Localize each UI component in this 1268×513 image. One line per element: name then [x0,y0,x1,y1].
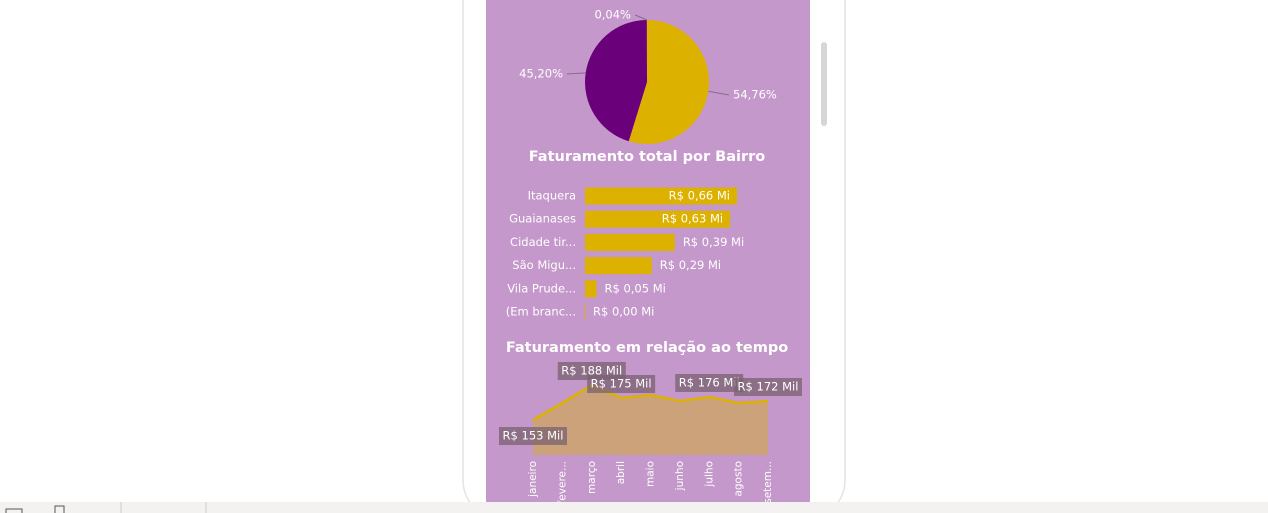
data-label: R$ 175 Mil [591,377,652,391]
x-tick-label: fevere... [556,461,568,504]
category-label: Cidade tir... [510,235,576,249]
bar [585,257,652,275]
x-tick-label: setem... [762,461,774,504]
label-background [675,374,744,392]
bar [585,210,731,228]
chart-title: Faturamento em relação ao tempo [506,340,788,356]
data-label: R$ 153 Mil [503,429,564,443]
bar [585,303,586,321]
data-label: 45,20% [519,67,563,81]
data-label: R$ 0,39 Mi [683,235,744,249]
data-label: 54,76% [733,88,777,102]
canvas-crop [486,502,810,513]
pie-slice [585,20,647,142]
category-label: São Migu... [512,258,576,272]
x-tick-label: março [586,461,598,494]
category-label: (Em branc... [506,305,576,319]
chart-title: Faturamento total por Bairro [529,149,766,165]
data-label: R$ 172 Mil [738,380,799,394]
data-label: R$ 0,66 Mi [669,189,730,203]
data-label: R$ 0,00 Mi [593,305,654,319]
leader-line [634,14,648,21]
area [533,385,768,455]
scrollbar[interactable] [821,42,827,126]
category-label: Guaianases [509,212,576,226]
data-label-box: R$ 172 Mil [734,378,802,396]
data-label-box: R$ 176 Mil [675,374,744,392]
x-tick-label: junho [674,461,686,491]
data-label: R$ 176 Mil [679,376,740,390]
data-label: R$ 0,29 Mi [660,258,721,272]
leader-line [566,72,586,75]
data-label: 0,04% [594,8,631,22]
status-icon[interactable] [54,505,65,513]
line [532,383,769,422]
label-background [734,378,802,396]
status-icon[interactable] [5,508,23,513]
x-tick-label: agosto [733,461,745,497]
x-tick-label: julho [703,461,715,488]
category-label: Itaquera [528,189,576,203]
category-label: Vila Prude... [507,281,576,295]
label-background [499,427,567,445]
x-tick-label: maio [645,461,657,487]
data-label-box: R$ 153 Mil [499,427,567,445]
bar [585,187,737,205]
data-label: R$ 0,05 Mi [605,281,666,295]
bar [585,280,597,298]
data-label-box: R$ 175 Mil [587,375,656,393]
data-label: R$ 188 Mil [561,364,622,378]
x-tick-label: janeiro [527,461,539,498]
pie-slice [628,20,710,144]
bar [585,233,675,251]
data-label: R$ 0,63 Mi [662,212,723,226]
leader-line [708,90,730,96]
label-background [587,375,656,393]
x-tick-label: abril [615,461,627,484]
